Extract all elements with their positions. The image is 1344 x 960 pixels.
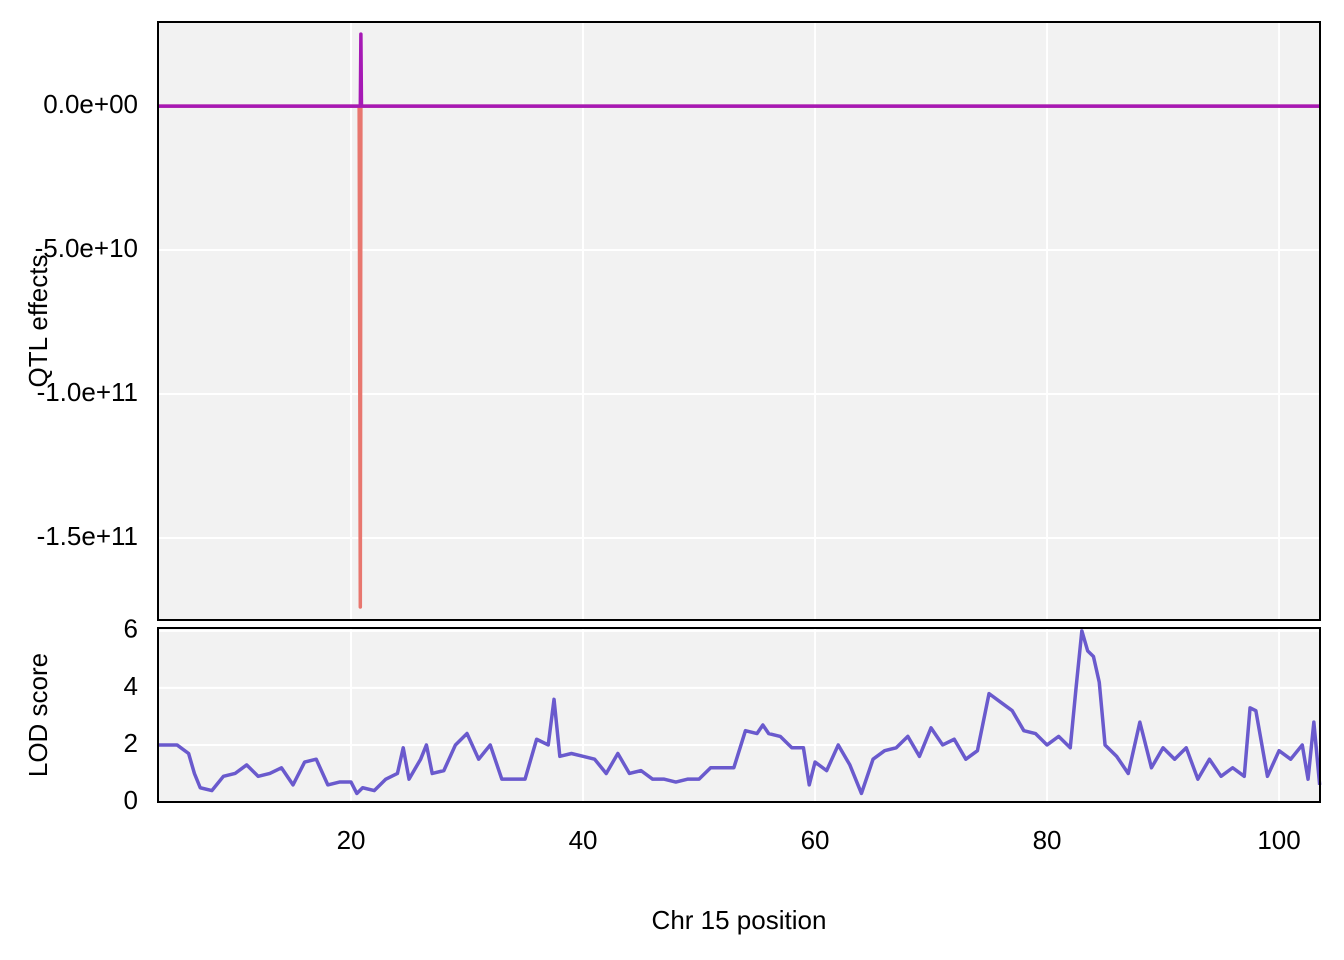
plot-background <box>158 22 1320 620</box>
x-tick-label: 20 <box>337 825 366 855</box>
data-line <box>158 32 1320 108</box>
y-tick-label: 0 <box>124 785 138 815</box>
x-tick-label: 100 <box>1257 825 1300 855</box>
data-line <box>158 629 1322 796</box>
x-tick-label: 80 <box>1033 825 1062 855</box>
y-tick-label: -5.0e+10 <box>35 233 138 263</box>
y-tick-label: 6 <box>124 614 138 644</box>
y-axis-title: QTL effects <box>23 255 53 388</box>
y-axis-title: LOD score <box>23 653 53 777</box>
y-tick-label: -1.5e+11 <box>37 521 138 551</box>
y-tick-label: 4 <box>124 671 138 701</box>
panels: 0.0e+00 -5.0e+10 -1.0e+11 -1.5e+11 0 2 4 6 20 40 6… <box>35 21 1322 855</box>
plot-border <box>157 627 1321 803</box>
y-tick-label: -1.0e+11 <box>37 377 138 407</box>
plot-background <box>158 628 1320 802</box>
x-tick-label: 40 <box>569 825 598 855</box>
x-tick-label: 60 <box>801 825 830 855</box>
x-axis-title: Chr 15 position <box>652 905 827 935</box>
y-tick-label: 0.0e+00 <box>43 89 138 119</box>
plot-border <box>157 21 1321 621</box>
y-tick-label: 2 <box>124 728 138 758</box>
